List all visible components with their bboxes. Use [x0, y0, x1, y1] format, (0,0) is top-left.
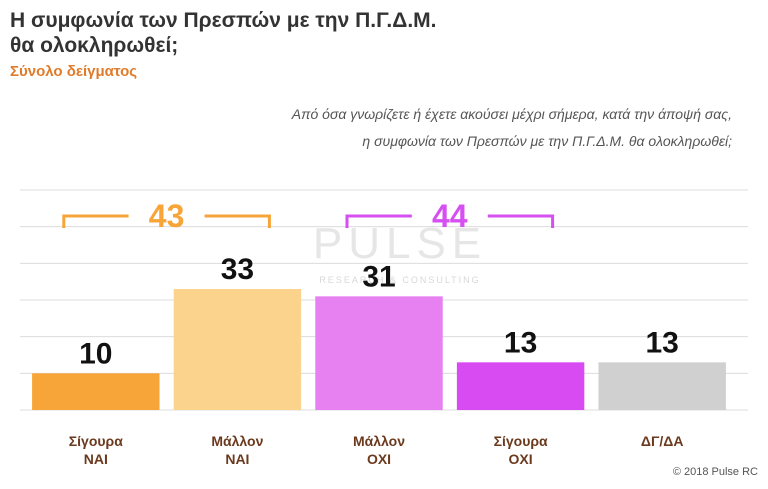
x-tick-label: Μάλλον ΝΑΙ	[211, 433, 264, 467]
value-label: 13	[646, 326, 679, 359]
bar	[456, 362, 585, 410]
value-label: 13	[504, 326, 537, 359]
bar	[32, 373, 160, 410]
group-total: 43	[149, 198, 185, 234]
value-label: 33	[221, 253, 254, 286]
watermark-subtitle: RESEARCH & CONSULTING	[319, 275, 480, 285]
bar	[598, 362, 726, 410]
watermark-title: PULSE	[313, 219, 487, 268]
question: Από όσα γνωρίζετε ή έχετε ακούσει μέχρι …	[291, 106, 732, 149]
group-total: 44	[432, 198, 468, 234]
group-bracket	[62, 214, 271, 228]
chart-title: Η συμφωνία των Πρεσπών με την Π.Γ.Δ.Μ. θ…	[10, 9, 437, 57]
x-tick-label: Σίγουρα ΟΧΙ	[493, 433, 548, 467]
source: © 2018 Pulse RC	[672, 466, 758, 478]
x-tick-label: Σίγουρα ΝΑΙ	[68, 433, 123, 467]
x-tick-label: Μάλλον ΟΧΙ	[352, 433, 405, 467]
value-label: 10	[79, 337, 112, 370]
x-tick-label: ΔΓ/ΔΑ	[640, 433, 684, 449]
chart-subtitle: Σύνολο δείγματος	[10, 63, 138, 80]
value-label: 31	[362, 260, 395, 293]
group-bracket	[345, 214, 555, 228]
bar	[315, 296, 443, 410]
bar	[173, 289, 302, 410]
